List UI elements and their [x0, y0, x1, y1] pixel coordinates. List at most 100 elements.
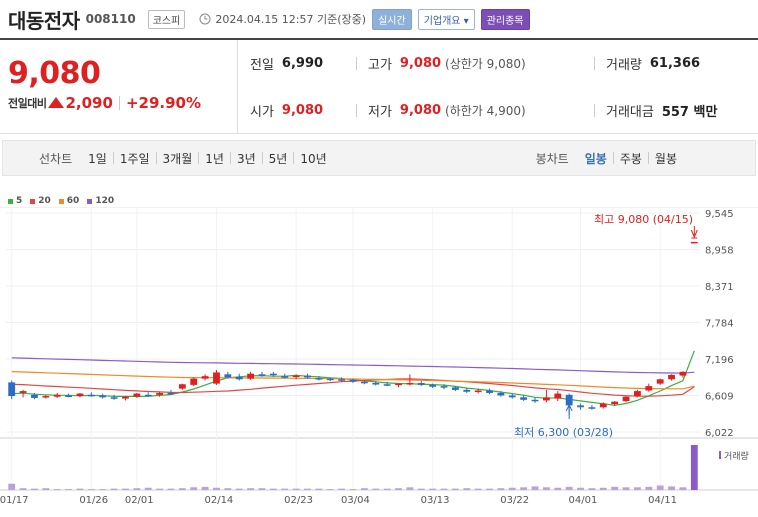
- stat-value: 557 백만: [661, 105, 718, 120]
- volume-bar: [292, 488, 300, 490]
- candle-body: [634, 391, 641, 397]
- volume-bar: [406, 487, 414, 490]
- divider: [155, 152, 157, 164]
- candle-body: [281, 376, 289, 378]
- volume-bar: [690, 445, 698, 490]
- candle-body: [167, 392, 175, 395]
- candle-body: [65, 395, 72, 397]
- quote-datetime: 2024.04.15 12:57 기준(장중): [215, 13, 367, 26]
- period-1w[interactable]: 1주일: [119, 151, 150, 166]
- divider: [229, 152, 231, 164]
- stat-label: 전일: [250, 58, 274, 73]
- candle-body: [76, 393, 84, 397]
- volume-bar: [258, 488, 266, 490]
- volume-bar: [531, 486, 539, 490]
- volume-bar: [76, 488, 84, 490]
- volume-bar: [224, 488, 232, 490]
- y-tick-label: 8,958: [705, 245, 734, 256]
- upper-limit: (상한가 9,080): [445, 57, 526, 71]
- candle-body: [292, 375, 300, 378]
- current-price: 9,080: [8, 56, 101, 91]
- stat-value: 6,990: [281, 56, 324, 71]
- volume-bar: [645, 486, 653, 490]
- candle-body: [144, 394, 152, 397]
- volume-bar: [304, 488, 311, 490]
- price-box: 9,080 전일대비 2,090 +29.90%: [0, 40, 238, 133]
- volume-bar: [474, 488, 482, 490]
- candle-body: [679, 371, 687, 376]
- x-tick-label: 03/22: [500, 495, 529, 506]
- y-tick-label: 6,609: [705, 392, 734, 403]
- company-overview-dropdown[interactable]: 기업개요 ▾: [417, 8, 475, 30]
- candle-body: [326, 378, 334, 381]
- candle-body: [542, 397, 550, 401]
- legend-label: 120: [95, 196, 115, 206]
- volume-bar: [395, 488, 402, 490]
- candle-body: [213, 372, 220, 384]
- candle-daily[interactable]: 일봉: [584, 151, 607, 166]
- volume-bar: [429, 488, 437, 490]
- managed-stock-button[interactable]: 관리종목: [480, 8, 530, 30]
- period-1d[interactable]: 1일: [88, 151, 107, 166]
- candle-monthly[interactable]: 월봉: [654, 151, 677, 166]
- volume-bar: [338, 488, 346, 490]
- volume-bar: [122, 488, 129, 490]
- candle-body: [235, 376, 243, 380]
- y-tick-label: 8,371: [705, 282, 734, 293]
- period-5y[interactable]: 5년: [268, 151, 288, 166]
- period-toolbar: 선차트 1일 1주일 3개월 1년 3년 5년 10년 봉차트 일봉 주봉 월봉: [2, 140, 756, 176]
- volume-bar: [8, 483, 16, 490]
- volume-bar: [213, 487, 220, 490]
- stat-open: 시가 9,080: [238, 87, 356, 134]
- realtime-button[interactable]: 실시간: [372, 8, 412, 30]
- candle-chart-label: 봉차트: [535, 151, 569, 166]
- candle-body: [656, 379, 664, 384]
- volume-bar: [110, 488, 118, 490]
- volume-bar: [656, 485, 664, 490]
- volume-bar: [588, 488, 596, 490]
- volume-bar: [326, 489, 334, 490]
- candle-body: [486, 390, 493, 393]
- candle-body: [190, 378, 198, 385]
- divider: [261, 152, 263, 164]
- stat-low: 저가 9,080 (하한가 4,900): [356, 87, 594, 134]
- clock-icon: [199, 13, 211, 25]
- volume-bar: [315, 488, 323, 490]
- volume-bar: [486, 488, 493, 490]
- period-1y[interactable]: 1년: [205, 151, 224, 166]
- volume-bar: [349, 489, 357, 490]
- candle-body: [247, 373, 255, 379]
- candle-body: [599, 403, 607, 408]
- period-10y[interactable]: 10년: [300, 151, 327, 166]
- volume-bar: [565, 486, 573, 490]
- change-row: 전일대비 2,090 +29.90%: [8, 94, 237, 112]
- legend-swatch: [58, 198, 64, 204]
- candle-body: [156, 392, 164, 395]
- period-3m[interactable]: 3개월: [162, 151, 193, 166]
- stat-label: 저가: [368, 105, 392, 120]
- legend-swatch: [30, 198, 36, 204]
- volume-bar: [53, 489, 61, 490]
- volume-bar: [599, 487, 607, 490]
- period-3y[interactable]: 3년: [236, 151, 256, 166]
- volume-bar: [542, 487, 550, 490]
- candle-weekly[interactable]: 주봉: [619, 151, 642, 166]
- candle-body: [565, 394, 573, 406]
- quote-panel: 9,080 전일대비 2,090 +29.90% 전일 6,990 고가 9,0…: [0, 40, 758, 134]
- candle-body: [110, 397, 118, 399]
- candle-body: [429, 384, 437, 387]
- volume-bar: [508, 487, 516, 490]
- y-tick-label: 7,196: [705, 355, 734, 366]
- candle-body: [53, 394, 61, 397]
- candle-body: [690, 241, 698, 244]
- candle-body: [622, 396, 630, 402]
- candle-body: [395, 383, 402, 386]
- volume-legend-swatch: [719, 451, 721, 459]
- volume-bar: [577, 487, 584, 490]
- legend-ma120: 120: [87, 196, 114, 206]
- lower-limit: (하한가 4,900): [445, 104, 526, 118]
- volume-bar: [65, 489, 72, 490]
- ma120-line: [11, 357, 695, 374]
- header: 대동전자 008110 코스피 2024.04.15 12:57 기준(장중) …: [0, 0, 758, 40]
- divider: [112, 152, 114, 164]
